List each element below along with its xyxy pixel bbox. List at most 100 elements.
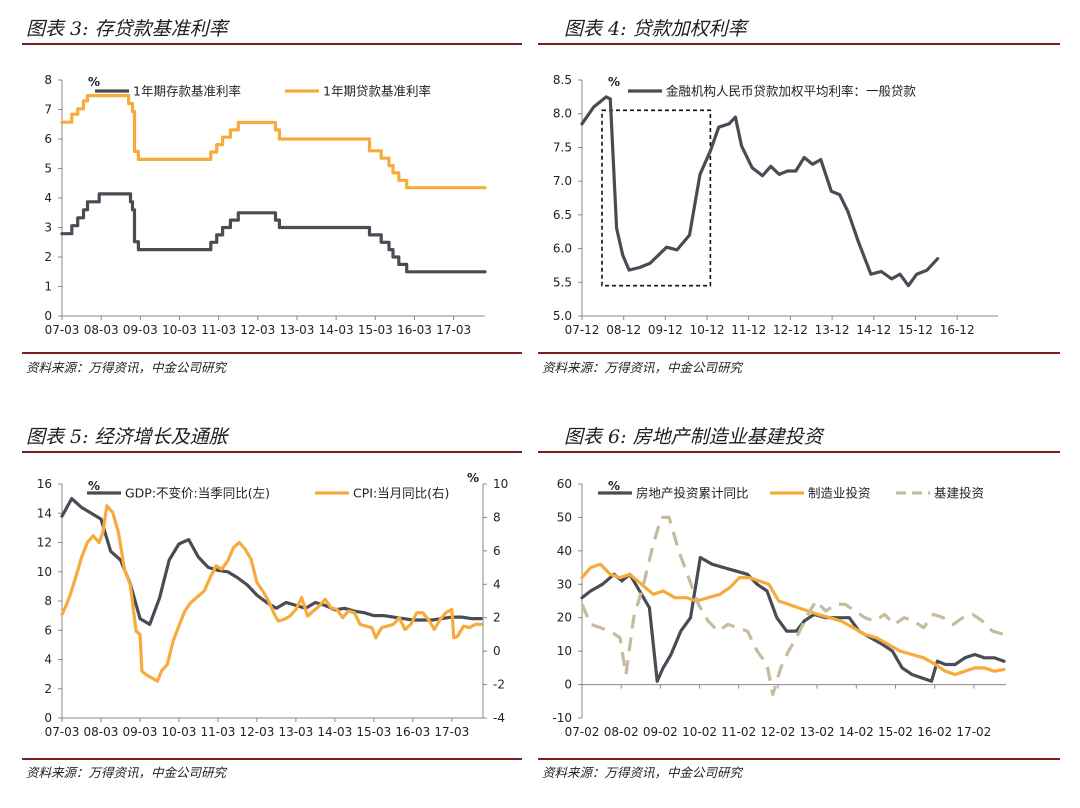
x-tick-label: 13-03 (278, 725, 313, 739)
y-right-tick-label: 4 (493, 577, 501, 591)
panel-loan-weighted-rate: 图表 4: 贷款加权利率 5.0 5.5 6.0 6.5 7.0 7.5 8.0 8.5 07-… (538, 0, 1076, 400)
y-tick-label: 8.5 (553, 73, 572, 87)
y-tick-label: 12 (37, 536, 52, 550)
x-tick-label: 15-03 (356, 725, 391, 739)
title-rule (538, 43, 1060, 45)
y-tick-label: 8 (44, 73, 52, 87)
source-rule (538, 352, 1060, 354)
x-tick-label: 12-03 (240, 323, 275, 337)
panel-investment: 图表 6: 房地产制造业基建投资 -10 0 10 20 30 40 50 60 07-02 08… (538, 408, 1076, 808)
unit-label-left: % (88, 75, 100, 89)
x-tick-label: 13-02 (800, 725, 835, 739)
x-tick-label: 15-03 (358, 323, 393, 337)
y-tick-label: 20 (557, 611, 572, 625)
series-line-1 (580, 562, 1006, 677)
chart-canvas: 0 2 4 6 8 10 12 14 16 -4 -2 0 2 4 6 8 10 07-03 08-03 09-03 1… (37, 471, 509, 739)
y-tick-label: 6.5 (553, 208, 572, 222)
series-line-1 (60, 504, 483, 683)
x-tick-label: 16-03 (395, 725, 430, 739)
legend-label-1: 制造业投资 (808, 486, 871, 501)
y-tick-label: 5.5 (553, 275, 572, 289)
y-tick-label: 4 (44, 191, 52, 205)
x-tick-label: 08-03 (84, 323, 119, 337)
x-tick-label: 14-02 (839, 725, 874, 739)
title-rule (22, 43, 522, 45)
x-tick-label: 09-02 (643, 725, 678, 739)
x-tick-label: 14-03 (317, 725, 352, 739)
x-tick-label: 15-02 (878, 725, 913, 739)
source-rule (22, 758, 522, 760)
y-right-tick-label: 6 (493, 544, 501, 558)
x-tick-label: 12-02 (760, 725, 795, 739)
chart-canvas: -10 0 10 20 30 40 50 60 07-02 08-02 09-02 10-02 11-0… (552, 477, 1006, 739)
x-tick-label: 17-02 (956, 725, 991, 739)
y-tick-label: 5 (44, 162, 52, 176)
x-tick-label: 17-03 (434, 725, 469, 739)
x-tick-label: 13-03 (280, 323, 315, 337)
legend-label-0: 金融机构人民币贷款加权平均利率：一般贷款 (666, 84, 917, 99)
chart-title: 图表 5: 经济增长及通胀 (26, 426, 228, 448)
chart-title: 图表 4: 贷款加权利率 (564, 18, 747, 40)
y-tick-label: 2 (44, 250, 52, 264)
y-tick-label: 7.5 (553, 140, 572, 154)
y-tick-label: 30 (557, 577, 572, 591)
source-rule (538, 758, 1060, 760)
y-right-tick-label: 8 (493, 510, 501, 524)
y-right-tick-label: 10 (493, 477, 508, 491)
x-tick-label: 16-02 (917, 725, 952, 739)
x-tick-label: 16-03 (397, 323, 432, 337)
dashed-box-annotation (601, 109, 712, 287)
chart-canvas: 0 1 2 3 4 5 6 7 8 07-03 08-03 09-03 10-03 11-03 12-03 1… (44, 73, 487, 337)
x-tick-label: 11-12 (731, 323, 766, 337)
x-tick-label: 13-12 (815, 323, 850, 337)
series-line-0 (60, 192, 487, 274)
x-tick-label: 16-12 (940, 323, 975, 337)
y-tick-label: 6 (44, 132, 52, 146)
x-tick-label: 14-12 (856, 323, 891, 337)
title-rule (22, 451, 522, 453)
y-tick-label: 3 (44, 221, 52, 235)
y-tick-label: 0 (44, 309, 52, 323)
x-tick-label: 11-03 (200, 725, 235, 739)
series-line-1 (60, 94, 487, 190)
y-right-tick-label: -4 (493, 711, 505, 725)
x-tick-label: 07-03 (45, 725, 80, 739)
x-tick-label: 07-02 (565, 725, 600, 739)
source-note: 资料来源：万得资讯，中金公司研究 (26, 765, 227, 780)
legend-label-1: 1年期贷款基准利率 (323, 84, 431, 99)
y-tick-label: 5.0 (553, 309, 572, 323)
x-tick-label: 08-03 (84, 725, 119, 739)
series-line-0 (580, 95, 940, 288)
x-tick-label: 07-12 (565, 323, 600, 337)
source-note: 资料来源：万得资讯，中金公司研究 (26, 360, 227, 375)
y-tick-label: 0 (564, 678, 572, 692)
x-tick-label: 09-03 (123, 323, 158, 337)
unit-label-left: % (608, 479, 620, 493)
x-tick-label: 10-12 (690, 323, 725, 337)
x-tick-label: 08-12 (606, 323, 641, 337)
y-tick-label: 60 (557, 477, 572, 491)
y-tick-label: 6 (44, 623, 52, 637)
y-tick-label: 40 (557, 544, 572, 558)
y-tick-label: 1 (44, 280, 52, 294)
x-tick-label: 10-03 (162, 323, 197, 337)
x-tick-label: 17-03 (436, 323, 471, 337)
unit-label-left: % (608, 75, 620, 89)
y-tick-label: 14 (37, 506, 52, 520)
x-tick-label: 12-12 (773, 323, 808, 337)
x-tick-label: 09-03 (123, 725, 158, 739)
chart-canvas: 5.0 5.5 6.0 6.5 7.0 7.5 8.0 8.5 07-12 08-12 09-12 1… (553, 73, 998, 337)
panel-deposit-lending-rate: 图表 3: 存贷款基准利率 0 1 2 3 4 5 6 7 8 07-03 08-03 09-03 10… (0, 0, 538, 400)
legend-label-0: 房地产投资累计同比 (636, 486, 749, 501)
x-tick-label: 12-03 (239, 725, 274, 739)
legend-label-0: GDP:不变价:当季同比(左) (125, 486, 270, 501)
unit-label-right: % (467, 471, 479, 485)
y-right-tick-label: -2 (493, 678, 505, 692)
x-tick-label: 14-03 (319, 323, 354, 337)
source-note: 资料来源：万得资讯，中金公司研究 (542, 765, 743, 780)
y-tick-label: 10 (37, 565, 52, 579)
y-tick-label: 0 (44, 711, 52, 725)
y-tick-label: 50 (557, 510, 572, 524)
y-tick-label: 10 (557, 644, 572, 658)
y-right-tick-label: 2 (493, 611, 501, 625)
